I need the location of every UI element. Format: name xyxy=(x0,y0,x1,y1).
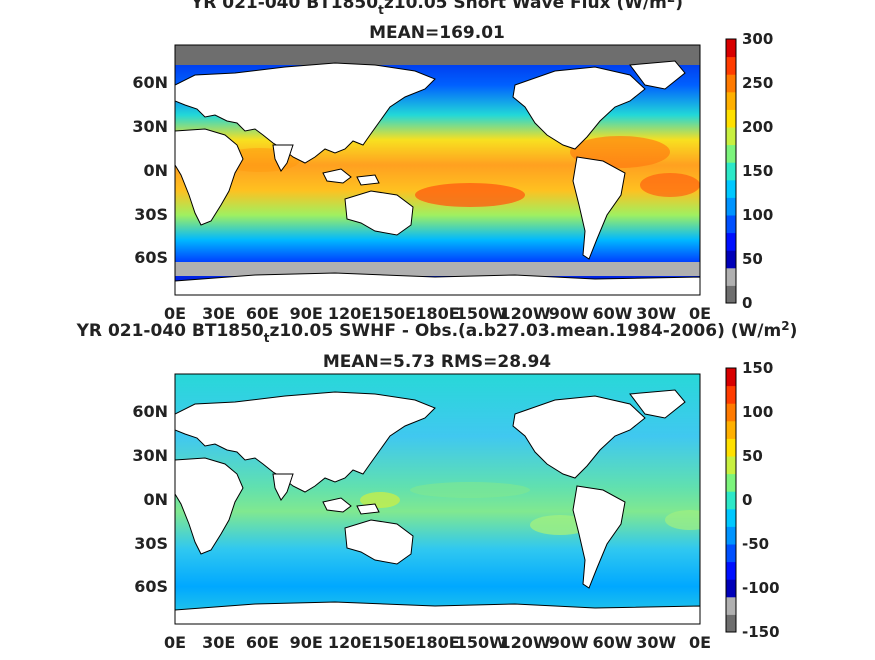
map-top xyxy=(175,45,700,295)
panel-top-title: YR 021-040 BT1850tz10.05 Short Wave Flux… xyxy=(190,0,683,17)
lon-label: 120E xyxy=(328,304,372,323)
colorbar-segment xyxy=(726,91,736,110)
lon-label: 120E xyxy=(328,633,372,652)
lat-label: 0N xyxy=(143,490,168,509)
lon-label: 150W xyxy=(456,304,507,323)
colorbar-tick-label: 50 xyxy=(742,250,763,268)
lon-label: 60E xyxy=(246,304,279,323)
colorbar-segment xyxy=(726,368,736,387)
lon-label: 150E xyxy=(372,633,416,652)
colorbar-segment xyxy=(726,544,736,563)
lat-label: 30S xyxy=(134,534,168,553)
lon-label: 180E xyxy=(415,304,459,323)
colorbar-segment xyxy=(726,74,736,93)
panel-bottom: YR 021-040 BT1850tz10.05 SWHF - Obs.(a.b… xyxy=(76,319,798,625)
lat-label: 30N xyxy=(132,446,168,465)
lon-label: 120W xyxy=(499,633,550,652)
colorbar-tick-label: 150 xyxy=(742,359,773,377)
colorbar-segment xyxy=(726,561,736,580)
panel-bottom-stats: MEAN=5.73 RMS=28.94 xyxy=(323,352,551,372)
colorbar-segment xyxy=(726,144,736,163)
lon-label: 90E xyxy=(290,304,323,323)
colorbar-segment xyxy=(726,420,736,439)
colorbar-tick-label: 100 xyxy=(742,403,773,421)
lon-label: 60E xyxy=(246,633,279,652)
lat-label: 60N xyxy=(132,402,168,421)
colorbar-segment xyxy=(726,491,736,510)
colorbar-tick-label: -100 xyxy=(742,579,780,597)
colorbar-segment xyxy=(726,473,736,492)
colorbar-segment xyxy=(726,250,736,269)
colorbar-segment xyxy=(726,526,736,545)
lon-label: 180E xyxy=(415,633,459,652)
colorbar-segment xyxy=(726,179,736,198)
colorbar-segment xyxy=(726,438,736,457)
lon-label: 0E xyxy=(689,304,711,323)
colorbar-segment xyxy=(726,162,736,181)
colorbar-segment xyxy=(726,579,736,598)
lon-label: 0E xyxy=(164,304,186,323)
colorbar-segment xyxy=(726,614,736,633)
colorbar-segment xyxy=(726,109,736,128)
lon-label: 60W xyxy=(593,633,633,652)
lon-label: 30W xyxy=(636,304,676,323)
panel-top-stats: MEAN=169.01 xyxy=(369,23,505,43)
colorbar-tick-label: 150 xyxy=(742,162,773,180)
colorbar-segment xyxy=(726,215,736,234)
lat-label: 30N xyxy=(132,117,168,136)
colorbar-segment xyxy=(726,596,736,615)
lon-label: 150W xyxy=(456,633,507,652)
lon-label: 120W xyxy=(499,304,550,323)
colorbar-tick-label: -150 xyxy=(742,623,780,641)
lat-label: 60S xyxy=(134,248,168,267)
lon-label: 150E xyxy=(372,304,416,323)
colorbar-frame xyxy=(725,367,737,633)
colorbar-tick-label: 250 xyxy=(742,74,773,92)
lon-label: 90E xyxy=(290,633,323,652)
lat-label: 30S xyxy=(134,205,168,224)
colorbar-frame xyxy=(725,38,737,304)
lat-label: 0N xyxy=(143,161,168,180)
lon-label: 0E xyxy=(164,633,186,652)
panel-bottom-title: YR 021-040 BT1850tz10.05 SWHF - Obs.(a.b… xyxy=(76,319,798,345)
colorbar-tick-label: 200 xyxy=(742,118,773,136)
colorbar-segment xyxy=(726,56,736,75)
lon-label: 0E xyxy=(689,633,711,652)
lat-label: 60S xyxy=(134,577,168,596)
colorbar-segment xyxy=(726,197,736,216)
colorbar-segment xyxy=(726,385,736,404)
lat-label: 60N xyxy=(132,73,168,92)
lon-label: 60W xyxy=(593,304,633,323)
colorbar-tick-label: 0 xyxy=(742,294,752,312)
lon-label: 30E xyxy=(202,304,235,323)
map-bottom xyxy=(175,374,700,624)
lon-label: 30E xyxy=(202,633,235,652)
panel-top: YR 021-040 BT1850tz10.05 Short Wave Flux… xyxy=(174,0,701,296)
colorbar-segment xyxy=(726,39,736,58)
colorbar-segment xyxy=(726,456,736,475)
colorbar-segment xyxy=(726,403,736,422)
colorbar-segment xyxy=(726,267,736,286)
colorbar-segment xyxy=(726,508,736,527)
colorbar-segment xyxy=(726,285,736,304)
colorbar-tick-label: 50 xyxy=(742,447,763,465)
lon-label: 90W xyxy=(549,304,589,323)
lon-label: 30W xyxy=(636,633,676,652)
colorbar-tick-label: -50 xyxy=(742,535,769,553)
colorbar-tick-label: 0 xyxy=(742,491,752,509)
colorbar-segment xyxy=(726,127,736,146)
lon-label: 90W xyxy=(549,633,589,652)
colorbar-tick-label: 300 xyxy=(742,30,773,48)
colorbar-tick-label: 100 xyxy=(742,206,773,224)
colorbar-segment xyxy=(726,232,736,251)
